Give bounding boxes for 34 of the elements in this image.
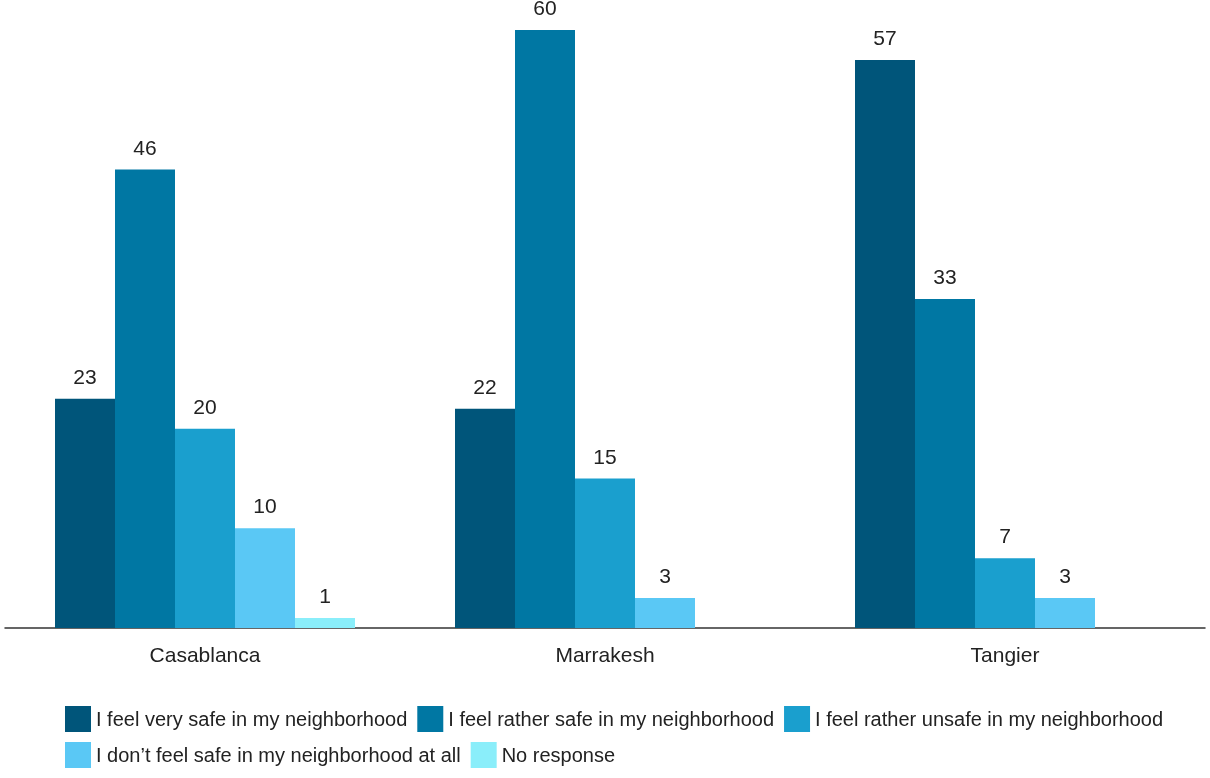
bar [295, 618, 355, 628]
bar [175, 428, 235, 628]
data-label: 20 [193, 394, 217, 418]
bar [55, 398, 115, 628]
x-tick-label: Marrakesh [555, 643, 655, 666]
data-label: 60 [533, 0, 557, 19]
bar [855, 59, 915, 628]
legend-label: I don’t feel safe in my neighborhood at all [96, 744, 461, 766]
x-tick-label: Casablanca [149, 643, 261, 666]
data-label: 3 [659, 564, 671, 588]
bar [515, 30, 575, 628]
data-label: 15 [593, 444, 617, 468]
bar [1035, 598, 1095, 628]
bar [235, 528, 295, 628]
data-label: 22 [473, 374, 497, 398]
data-label: 7 [999, 524, 1011, 548]
legend-label: I feel rather unsafe in my neighborhood [815, 708, 1164, 730]
data-label: 46 [133, 135, 157, 159]
data-label: 1 [319, 584, 331, 608]
data-label: 33 [933, 265, 957, 289]
bar [635, 598, 695, 628]
bar [455, 408, 515, 628]
legend-label: I feel very safe in my neighborhood [96, 708, 408, 730]
bar [915, 299, 975, 628]
legend-label: I feel rather safe in my neighborhood [448, 708, 775, 730]
bar [975, 558, 1035, 628]
legend-label: No response [501, 744, 616, 766]
data-label: 10 [253, 494, 277, 518]
data-label: 23 [73, 364, 97, 388]
data-label: 57 [873, 25, 897, 49]
data-label: 3 [1059, 564, 1071, 588]
bar [115, 169, 175, 628]
bar [575, 478, 635, 628]
x-tick-label: Tangier [970, 643, 1040, 666]
